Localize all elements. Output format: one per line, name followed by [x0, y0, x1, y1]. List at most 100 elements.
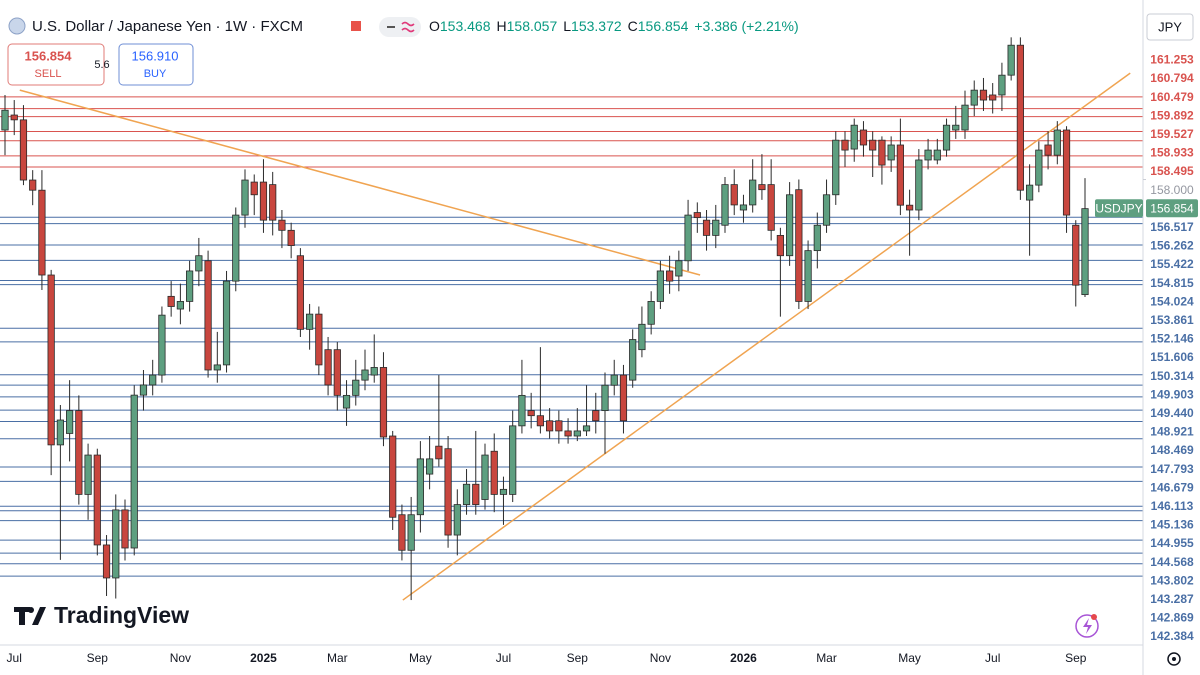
candle-body [906, 204, 914, 211]
y-tick-label: 143.802 [1150, 573, 1194, 587]
sell-button[interactable] [7, 43, 105, 86]
candle-body [296, 255, 304, 330]
candle-body [813, 224, 821, 252]
candle-body [564, 430, 572, 437]
ohlc-value: 153.468 [440, 18, 491, 34]
buy-button[interactable] [118, 43, 194, 86]
current-price-box [1146, 199, 1198, 218]
y-tick-label: 147.793 [1150, 462, 1194, 476]
candle-body [1062, 129, 1071, 216]
watermark-logo [28, 607, 34, 613]
y-tick-label: 153.861 [1150, 313, 1194, 327]
candle-body [278, 219, 286, 231]
y-tick-label: 158.933 [1150, 146, 1194, 160]
y-tick-label: 152.146 [1150, 332, 1194, 346]
candle-body [370, 367, 378, 376]
y-tick-label: 142.869 [1150, 611, 1194, 625]
candle-body [629, 339, 637, 381]
candle-body [29, 179, 37, 191]
trendline [19, 89, 701, 276]
candle-body [149, 374, 157, 386]
candle-body [970, 89, 978, 106]
candle-body [158, 314, 166, 376]
candle-body [490, 450, 498, 495]
candle-body [93, 454, 101, 546]
candle-body [878, 139, 886, 166]
watermark: TradingView [54, 602, 189, 628]
ohlc-prefix: L [563, 18, 571, 34]
currency: JPY [1158, 19, 1182, 34]
candle-body [933, 149, 941, 161]
candle-body [739, 204, 748, 211]
candle-body [730, 184, 738, 206]
candle-body [379, 367, 388, 438]
candle-body [222, 280, 231, 366]
ohlc-value: 158.057 [507, 18, 558, 34]
candle-body [84, 454, 92, 495]
candle-body [462, 483, 471, 505]
candle-body [555, 420, 563, 432]
candle-body [342, 394, 351, 409]
alert-dot [1091, 614, 1097, 620]
candle-body [389, 435, 397, 518]
y-tick-label: 145.136 [1150, 518, 1194, 532]
candle-body [315, 313, 323, 366]
candle-body [509, 425, 517, 495]
candle-body [573, 430, 581, 437]
candle-body [915, 159, 923, 211]
candle-body [859, 129, 868, 146]
y-tick-label: 159.892 [1150, 108, 1194, 122]
currency-button[interactable] [1146, 13, 1194, 41]
y-tick-label: 155.422 [1150, 257, 1194, 271]
y-tick-label: 144.568 [1150, 555, 1194, 569]
axis-labels: 161.253 160.794 160.479 159.892 159.527 158.9… [7, 53, 1198, 665]
candles [1, 37, 1089, 601]
y-tick-label: 149.903 [1150, 387, 1194, 401]
candle-body [592, 410, 600, 422]
candle-body [693, 212, 701, 219]
trendlines [19, 72, 1131, 601]
x-tick-label: Jul [985, 651, 1000, 665]
x-tick-label: Sep [1065, 651, 1087, 665]
candle-body [998, 74, 1006, 96]
candle-body [656, 270, 664, 302]
candle-body [195, 255, 203, 272]
buy-price: 156.910 [132, 48, 179, 63]
y-tick-label: 154.024 [1150, 294, 1194, 308]
candle-body [610, 374, 618, 386]
candle-body [426, 458, 434, 475]
candle-body [19, 119, 28, 181]
candle-body [887, 144, 895, 161]
settings-icon[interactable] [1167, 652, 1181, 666]
candle-body [287, 229, 295, 246]
candle-body [961, 104, 969, 131]
candle-body [952, 124, 960, 131]
candle-body [989, 94, 997, 101]
candle-body [130, 394, 138, 549]
ohlc-value: 153.372 [571, 18, 622, 34]
candle-body [306, 313, 314, 330]
indicator-pill[interactable] [379, 17, 421, 37]
candle-body [352, 379, 360, 396]
candle-body [102, 544, 111, 579]
candle-body [167, 295, 175, 307]
y-tick-label: 143.287 [1150, 592, 1194, 606]
y-tick-label: 159.527 [1150, 127, 1194, 141]
candle-body [776, 234, 784, 257]
candle-body [869, 139, 877, 151]
candle-body [176, 301, 184, 310]
symbol-tag-box [1095, 199, 1143, 218]
candle-body [1044, 144, 1052, 156]
settings-icon [1172, 657, 1176, 661]
x-tick-label: Sep [567, 651, 589, 665]
y-tick-label: 148.921 [1150, 425, 1194, 439]
x-tick-label: May [409, 651, 432, 665]
candle-body [822, 194, 831, 226]
candle-body [435, 445, 443, 460]
candle-body [804, 250, 812, 302]
y-tick-label: 156.517 [1150, 220, 1194, 234]
x-tick-label: Mar [816, 651, 837, 665]
x-tick-label: May [898, 651, 921, 665]
